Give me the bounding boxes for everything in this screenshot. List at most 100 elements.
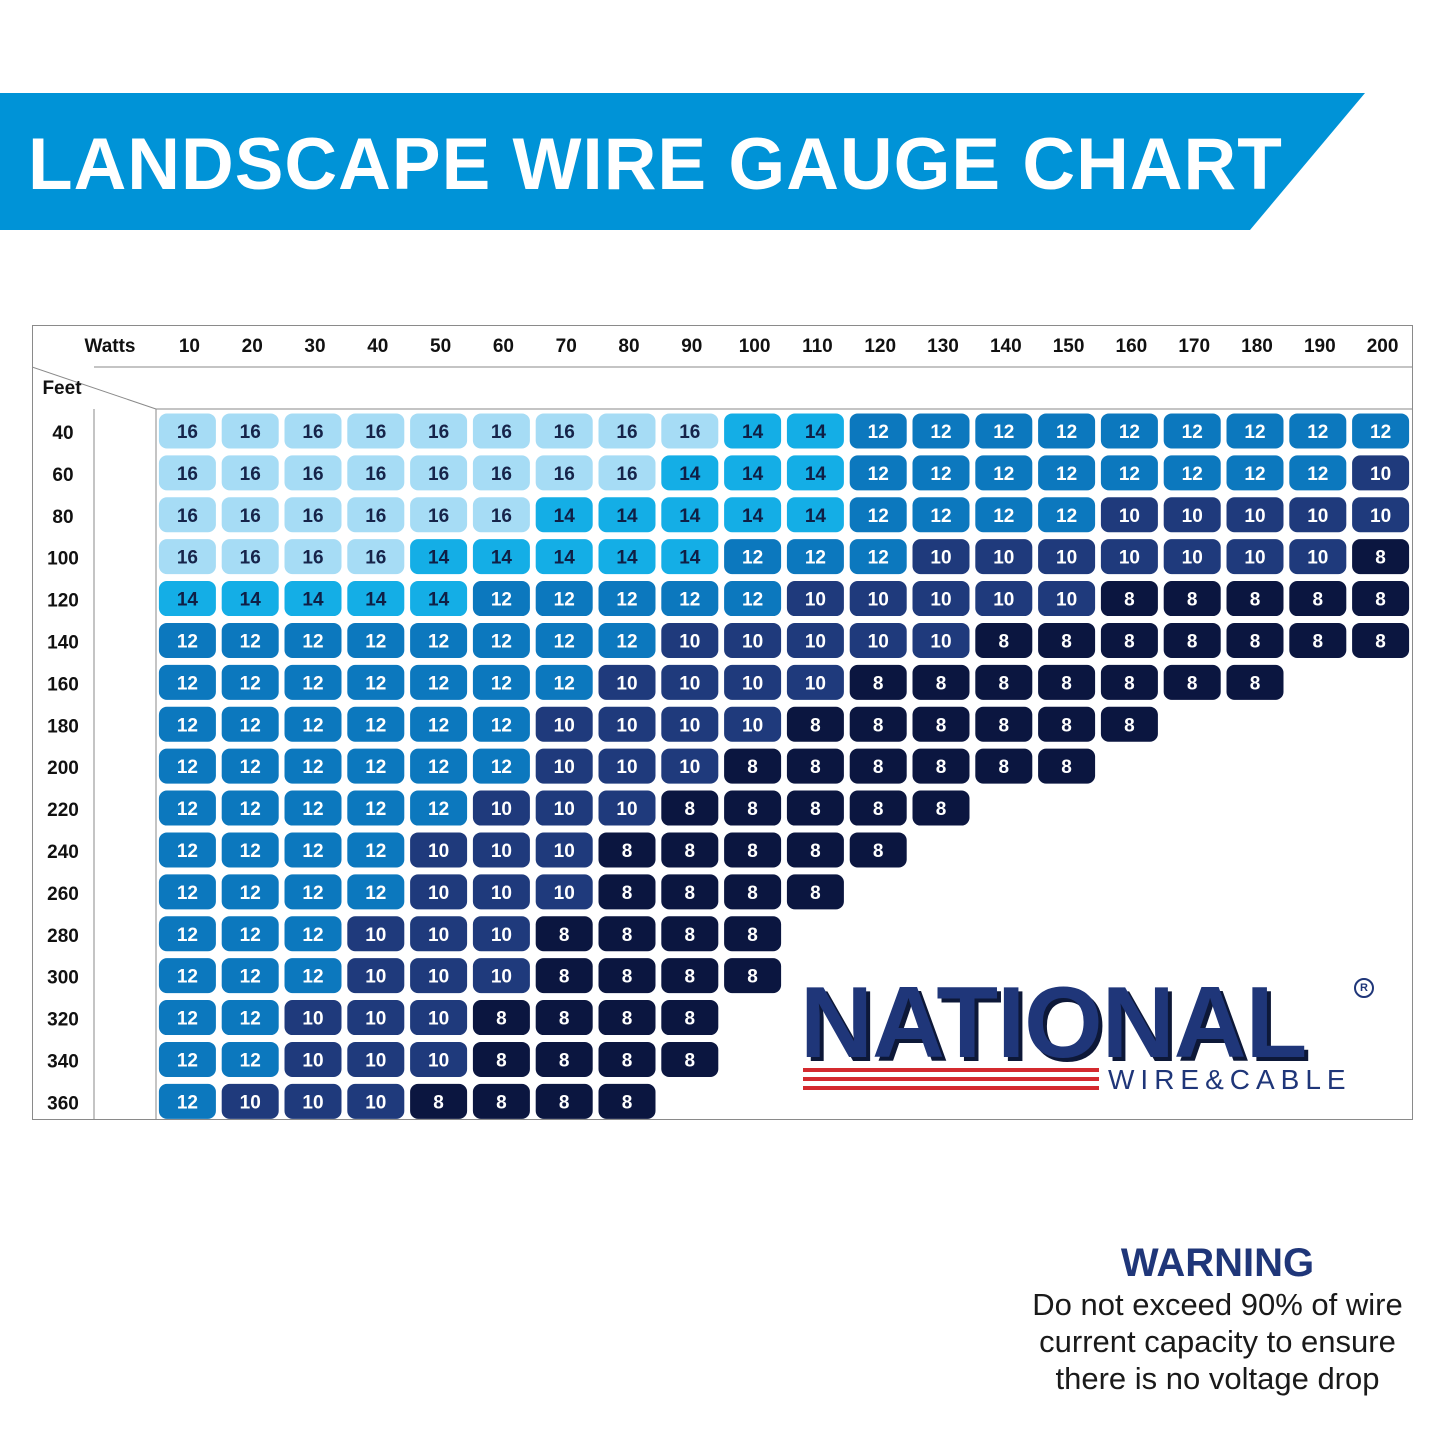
- gauge-cell-bg: [1163, 539, 1221, 575]
- gauge-cell-bg: [724, 664, 782, 700]
- gauge-cell-bg: [1352, 455, 1410, 491]
- gauge-cell-value: 14: [616, 548, 638, 569]
- gauge-cell-bg: [347, 581, 405, 617]
- gauge-cell-bg: [1163, 581, 1221, 617]
- gauge-cell-bg: [724, 539, 782, 575]
- gauge-cell-bg: [1289, 413, 1347, 449]
- gauge-cell-bg: [975, 664, 1033, 700]
- gauge-cell: 12: [849, 497, 907, 533]
- gauge-cell: 10: [1289, 497, 1347, 533]
- gauge-cell-value: 10: [742, 673, 763, 694]
- registered-mark-icon: R: [1354, 978, 1374, 998]
- watts-tick-label: 160: [1116, 336, 1148, 357]
- gauge-cell-bg: [1352, 539, 1410, 575]
- gauge-cell: 12: [221, 790, 279, 826]
- gauge-cell: 10: [1352, 497, 1410, 533]
- gauge-cell-bg: [347, 1041, 405, 1077]
- gauge-cell-value: 8: [936, 799, 947, 820]
- gauge-cell-bg: [410, 455, 468, 491]
- gauge-cell: 10: [410, 916, 468, 952]
- gauge-cell: 12: [221, 706, 279, 742]
- gauge-cell-value: 8: [810, 715, 821, 736]
- gauge-cell-bg: [724, 958, 782, 994]
- gauge-cell: 12: [535, 664, 593, 700]
- gauge-cell-bg: [284, 1083, 342, 1119]
- gauge-cell: 12: [1038, 497, 1096, 533]
- gauge-cell-bg: [849, 706, 907, 742]
- gauge-cell-value: 12: [365, 799, 386, 820]
- gauge-cell-value: 8: [747, 799, 758, 820]
- gauge-cell-value: 8: [1124, 590, 1135, 611]
- gauge-cell: 8: [724, 748, 782, 784]
- gauge-cell-bg: [410, 497, 468, 533]
- gauge-cell-bg: [472, 1041, 530, 1077]
- gauge-cell-value: 8: [496, 1092, 507, 1113]
- gauge-cell: 14: [786, 455, 844, 491]
- gauge-cell-value: 8: [622, 841, 633, 862]
- gauge-cell-value: 8: [1061, 715, 1072, 736]
- gauge-cell: 14: [221, 581, 279, 617]
- gauge-cell-bg: [849, 832, 907, 868]
- gauge-cell: 8: [1038, 706, 1096, 742]
- gauge-cell-bg: [849, 664, 907, 700]
- gauge-cell-bg: [347, 706, 405, 742]
- gauge-cell-value: 10: [240, 1092, 261, 1113]
- gauge-cell: 12: [347, 664, 405, 700]
- gauge-cell-bg: [284, 1000, 342, 1036]
- gauge-cell-bg: [221, 1083, 279, 1119]
- gauge-cell-bg: [221, 1041, 279, 1077]
- gauge-cell-bg: [284, 497, 342, 533]
- gauge-cell: 16: [472, 497, 530, 533]
- gauge-cell: 12: [221, 748, 279, 784]
- gauge-cell: 8: [472, 1000, 530, 1036]
- gauge-cell-bg: [347, 1000, 405, 1036]
- gauge-cell-value: 10: [805, 673, 826, 694]
- gauge-cell-value: 16: [302, 464, 323, 485]
- gauge-cell-value: 16: [428, 506, 449, 527]
- gauge-cell-bg: [1100, 539, 1158, 575]
- gauge-cell: 10: [347, 1041, 405, 1077]
- feet-tick-label: 200: [47, 758, 79, 779]
- gauge-cell: 14: [158, 581, 216, 617]
- gauge-cell-value: 12: [428, 757, 449, 778]
- gauge-cell-bg: [221, 916, 279, 952]
- gauge-cell: 12: [912, 455, 970, 491]
- gauge-cell: 10: [410, 874, 468, 910]
- gauge-cell-value: 12: [177, 757, 198, 778]
- gauge-cell: 10: [598, 664, 656, 700]
- gauge-cell: 8: [724, 874, 782, 910]
- gauge-cell-bg: [158, 832, 216, 868]
- gauge-cell-value: 12: [177, 715, 198, 736]
- gauge-cell-bg: [221, 874, 279, 910]
- gauge-cell: 12: [221, 916, 279, 952]
- gauge-cell-bg: [849, 581, 907, 617]
- gauge-cell-bg: [912, 413, 970, 449]
- gauge-cell-value: 14: [554, 548, 576, 569]
- gauge-cell: 8: [1163, 581, 1221, 617]
- gauge-cell-bg: [849, 622, 907, 658]
- gauge-cell: 10: [347, 916, 405, 952]
- header-diagonal: [32, 366, 157, 410]
- gauge-cell: 8: [1226, 581, 1284, 617]
- gauge-cell-value: 8: [810, 841, 821, 862]
- gauge-cell-value: 12: [1056, 422, 1077, 443]
- gauge-cell: 8: [1352, 539, 1410, 575]
- gauge-cell: 8: [1163, 622, 1221, 658]
- gauge-cell-value: 10: [428, 967, 449, 988]
- gauge-cell-value: 10: [616, 799, 637, 820]
- gauge-cell: 10: [535, 706, 593, 742]
- gauge-cell-bg: [975, 455, 1033, 491]
- gauge-cell: 16: [158, 455, 216, 491]
- gauge-cell-bg: [724, 706, 782, 742]
- gauge-cell-value: 14: [679, 464, 701, 485]
- gauge-cell-value: 10: [428, 841, 449, 862]
- gauge-cell: 16: [284, 455, 342, 491]
- gauge-cell-bg: [158, 455, 216, 491]
- gauge-cell-bg: [786, 832, 844, 868]
- gauge-cell-bg: [598, 790, 656, 826]
- gauge-cell: 8: [849, 748, 907, 784]
- gauge-cell-bg: [724, 748, 782, 784]
- gauge-cell-value: 8: [747, 967, 758, 988]
- gauge-cell: 10: [347, 1000, 405, 1036]
- feet-axis: 40 60 80 100 120 140 160 180 200 220 240 260 280 300 3…: [47, 423, 79, 1114]
